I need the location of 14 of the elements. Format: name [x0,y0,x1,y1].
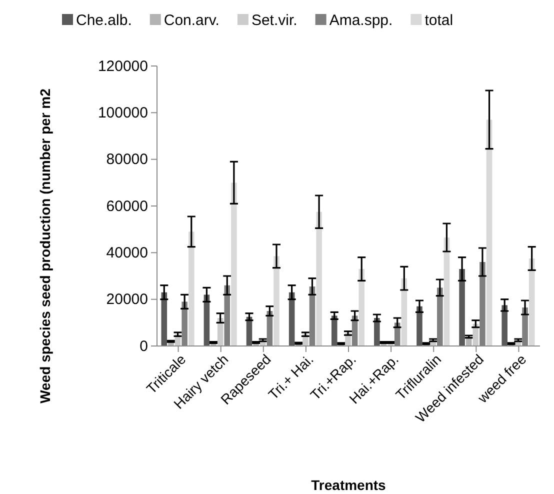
y-tick-label: 100000 [98,104,148,122]
y-tick-label: 80000 [106,151,148,168]
y-tick-label: 120000 [98,58,148,75]
legend-label: Che.alb. [76,12,132,29]
legend-label: Ama.spp. [329,12,393,29]
x-axis-title: Treatments [311,477,386,493]
y-tick-label: 40000 [106,244,148,262]
y-tick-label: 60000 [106,198,148,215]
legend-label: total [424,12,454,29]
legend-label: Set.vir. [251,12,298,29]
y-tick-label: 20000 [106,291,148,308]
y-axis-title: Weed species seed production (number per m2 [37,88,53,404]
y-tick-label: 0 [140,338,148,355]
legend-label: Con.arv. [164,12,220,29]
